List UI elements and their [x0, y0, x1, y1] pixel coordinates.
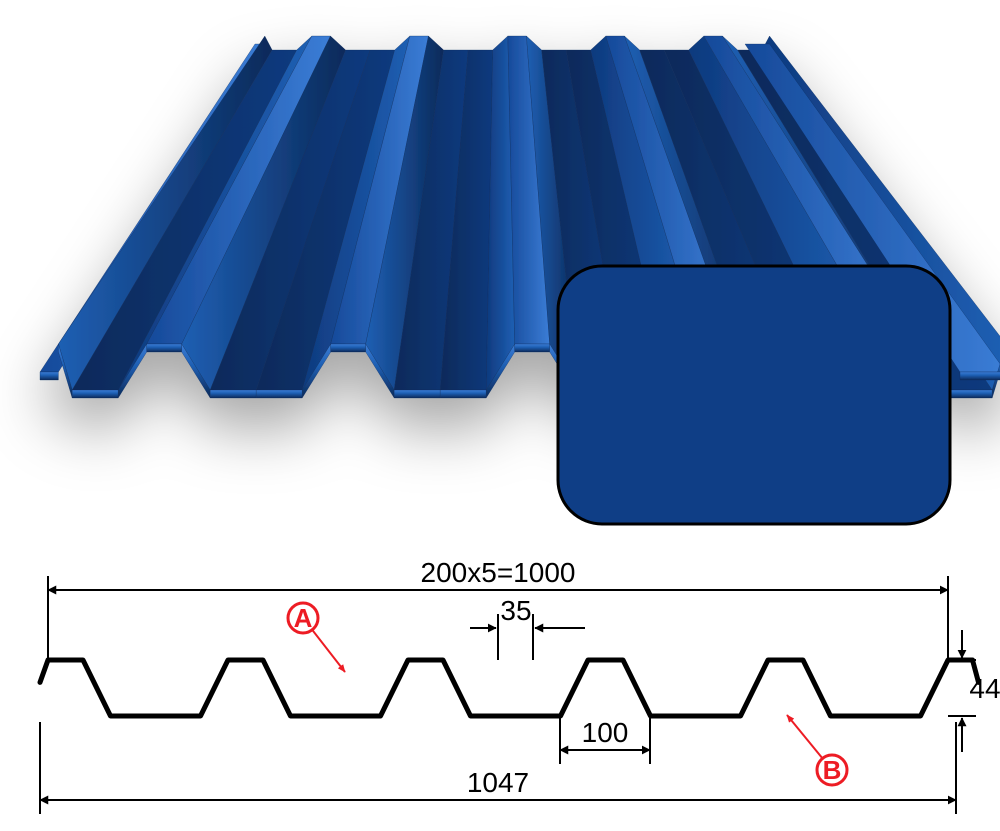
dim-valley-width: 100 [582, 717, 629, 748]
profile-outline [40, 660, 979, 716]
dim-overall-width: 1047 [467, 767, 529, 798]
product-diagram: 200x5=1000 35 100 1047 44 A B [0, 0, 1000, 831]
color-swatch [558, 266, 950, 524]
profile-cross-section-diagram: 200x5=1000 35 100 1047 44 A B [40, 557, 1000, 814]
dim-top-span: 200x5=1000 [421, 557, 576, 588]
svg-text:B: B [823, 755, 842, 785]
dim-crest-width: 35 [500, 595, 531, 626]
dim-height: 44 [969, 673, 1000, 704]
svg-text:A: A [294, 603, 313, 633]
